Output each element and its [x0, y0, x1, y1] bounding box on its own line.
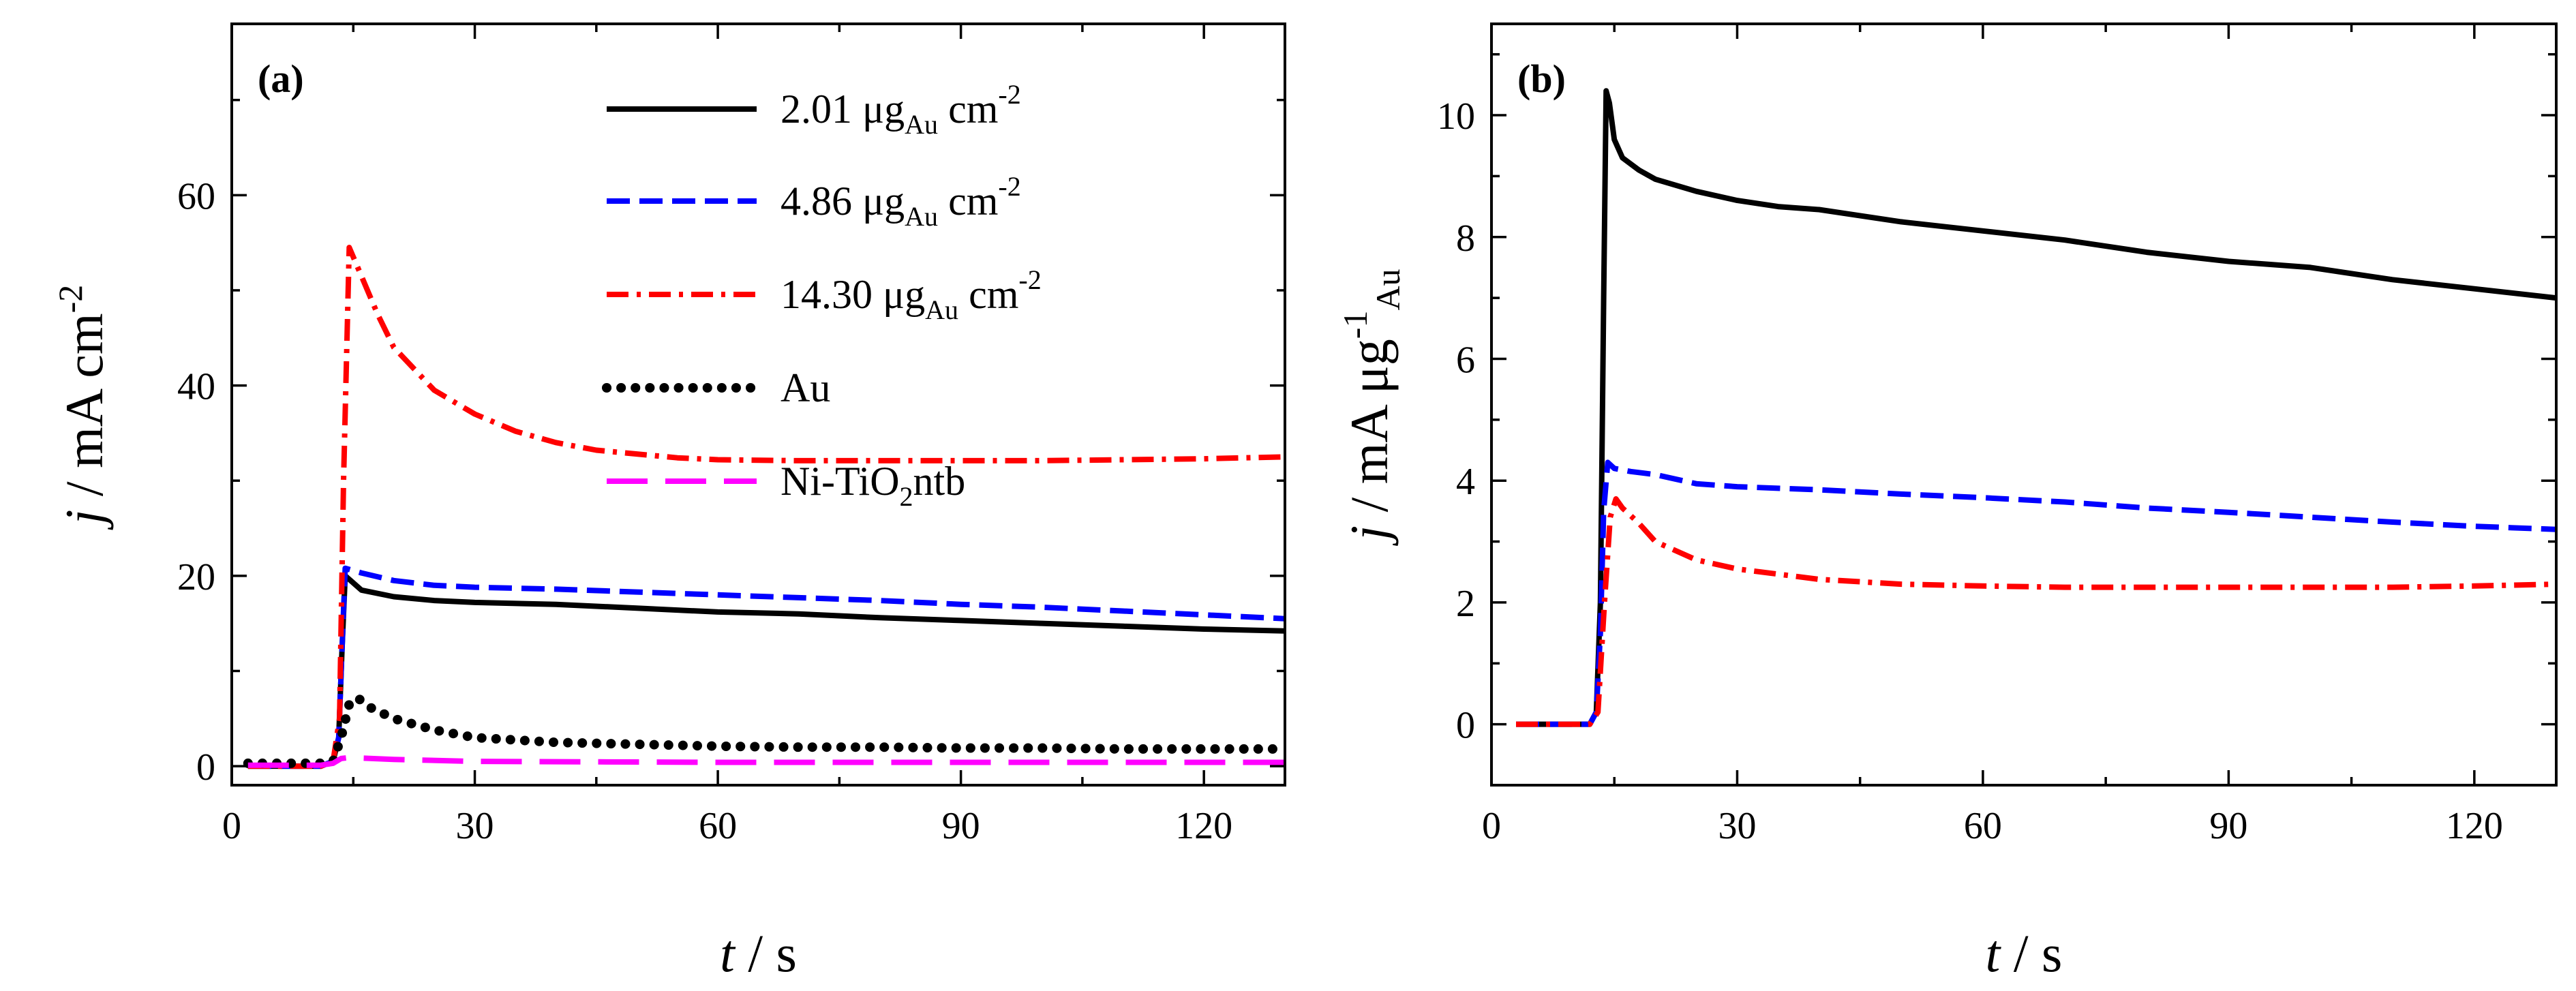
- legend-label-2: 14.30 μgAu cm-2: [781, 264, 1042, 325]
- plot-frame: [1490, 22, 2558, 787]
- series-line-1: [247, 565, 1285, 769]
- legend-label-1: 4.86 μgAu cm-2: [781, 171, 1021, 232]
- x-tick-label: 90: [2209, 805, 2247, 847]
- x-axis-unit: / s: [2000, 924, 2062, 983]
- y-tick-label: 20: [177, 556, 215, 598]
- legend-text-main: Au: [781, 365, 830, 410]
- legend-text-superscript: -2: [998, 171, 1020, 202]
- plot-frame: [230, 22, 1286, 787]
- legend-text-unit: ntb: [913, 459, 966, 504]
- x-axis-title: t / s: [720, 924, 797, 983]
- x-tick-label: 0: [1482, 805, 1501, 847]
- y-tick-label: 10: [1437, 95, 1475, 138]
- x-tick-label: 30: [456, 805, 494, 847]
- legend-text-superscript: -2: [1018, 264, 1041, 295]
- series-line-0: [247, 573, 1285, 769]
- series-group: [1516, 88, 2556, 727]
- y-axis-unit: / mA cm: [55, 313, 114, 509]
- panel-label: (a): [258, 57, 304, 101]
- x-axis-title: t / s: [1986, 924, 2063, 983]
- x-axis-variable: t: [720, 924, 736, 983]
- series-line-0: [1516, 88, 2556, 727]
- legend-text-unit: cm: [958, 272, 1018, 317]
- legend-text-subscript: 2: [900, 481, 913, 512]
- series-line-2: [247, 245, 1285, 769]
- series-group: [243, 245, 1285, 769]
- legend-text-main: 14.30 μg: [781, 272, 925, 317]
- legend-text-subscript: Au: [905, 201, 938, 232]
- y-axis-variable: j: [55, 510, 114, 531]
- y-tick-label: 0: [1456, 705, 1475, 747]
- legend-text-subscript: Au: [925, 294, 958, 325]
- series-line-4: [247, 754, 1285, 768]
- legend-text-unit: cm: [938, 87, 998, 132]
- legend-text-superscript: -2: [998, 79, 1020, 110]
- x-tick-label: 60: [1964, 805, 2002, 847]
- series-line-2: [1516, 496, 2556, 727]
- x-tick-label: 60: [699, 805, 737, 847]
- legend-text-subscript: Au: [905, 109, 938, 140]
- y-tick-label: 40: [177, 366, 215, 408]
- legend-label-0: 2.01 μgAu cm-2: [781, 79, 1021, 140]
- x-tick-label: 30: [1718, 805, 1756, 847]
- y-axis-variable: j: [1339, 525, 1399, 547]
- legend-label-4: Ni-TiO2ntb: [781, 459, 965, 512]
- y-axis-unit: / mA μg: [1339, 339, 1399, 525]
- panel-b: 0 30 60 90 120 0 2 4 6 8 10 t / s j / mA μg-1Au (b): [1336, 22, 2558, 983]
- y-tick-label: 60: [177, 175, 215, 217]
- series-line-3: [243, 692, 1285, 768]
- y-tick-label: 0: [196, 746, 215, 789]
- y-tick-label: 2: [1456, 583, 1475, 625]
- x-axis-variable: t: [1986, 924, 2002, 983]
- y-axis-unit-superscript: -1: [1336, 311, 1374, 339]
- y-tick-label: 6: [1456, 339, 1475, 381]
- panel-label: (b): [1517, 57, 1566, 101]
- y-axis-title: j / mA cm-2: [51, 285, 114, 531]
- x-axis-unit: / s: [735, 924, 797, 983]
- series-line-1: [1516, 459, 2556, 727]
- legend-text-main: Ni-TiO: [781, 459, 900, 504]
- legend-label-3: Au: [781, 365, 830, 410]
- legend-text-unit: cm: [938, 179, 998, 224]
- x-tick-label: 90: [942, 805, 980, 847]
- legend: 2.01 μgAu cm-24.86 μgAu cm-214.30 μgAu c…: [602, 79, 1042, 512]
- x-tick-label: 0: [222, 805, 241, 847]
- y-tick-label: 4: [1456, 461, 1475, 503]
- y-tick-label: 8: [1456, 217, 1475, 260]
- legend-text-main: 4.86 μg: [781, 179, 905, 224]
- y-axis-unit-subscript: Au: [1369, 269, 1407, 310]
- y-axis-title: j / mA μg-1Au: [1336, 269, 1407, 546]
- x-tick-label: 120: [2446, 805, 2503, 847]
- x-tick-label: 120: [1175, 805, 1232, 847]
- legend-text-main: 2.01 μg: [781, 87, 905, 132]
- y-axis-unit-superscript: -2: [51, 285, 89, 314]
